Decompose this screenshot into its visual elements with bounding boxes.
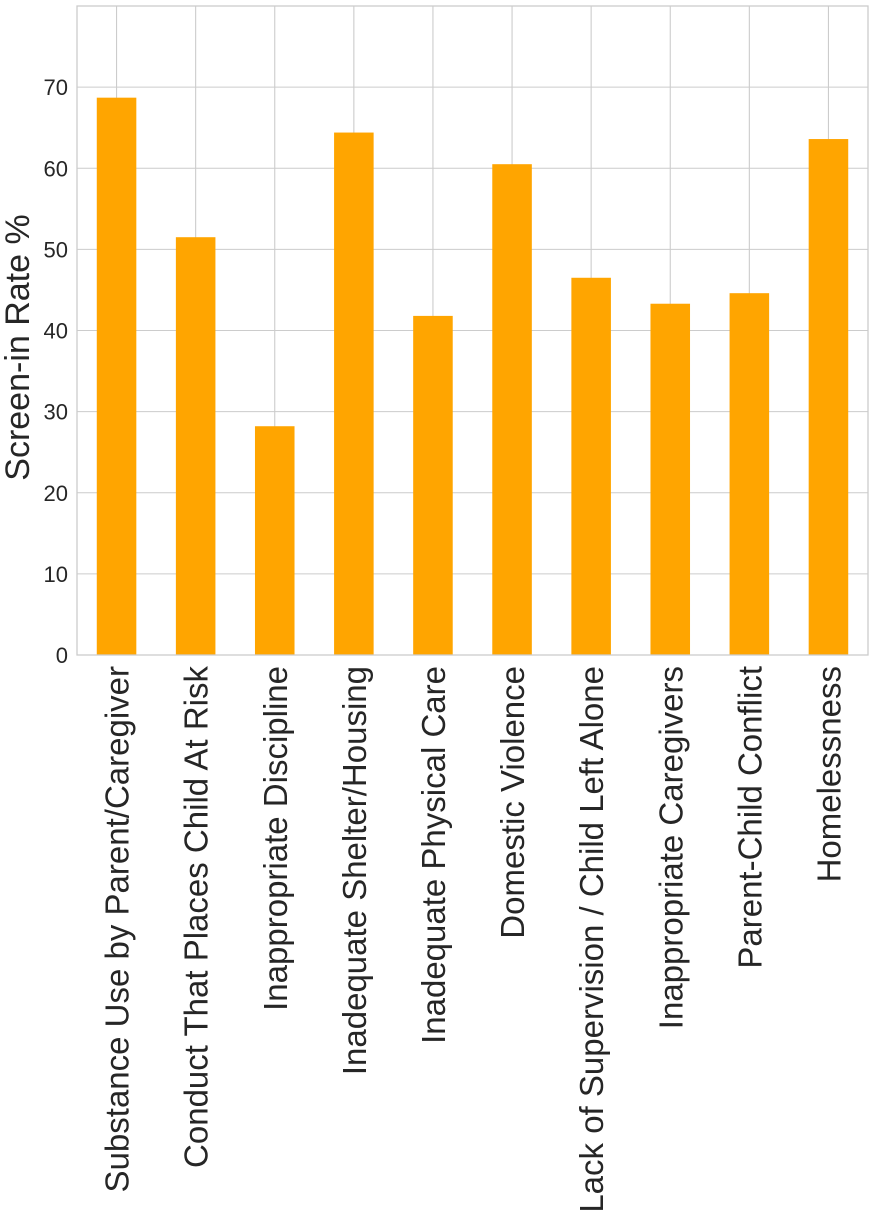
- y-tick-label: 70: [44, 75, 68, 100]
- bar: [175, 237, 216, 656]
- bar: [571, 277, 611, 655]
- y-tick-label: 20: [44, 481, 68, 506]
- x-tick-label: Conduct That Places Child At Risk: [178, 666, 215, 1168]
- x-tick-label: Inappropriate Discipline: [257, 666, 294, 1011]
- x-tick-label: Parent-Child Conflict: [731, 666, 768, 969]
- y-tick-label: 50: [44, 237, 68, 262]
- y-tick-label: 40: [44, 319, 68, 344]
- bar: [808, 139, 849, 656]
- plot-frame: [76, 5, 869, 656]
- tick-labels: 0 10 20 30 40 50 60 70 Substance Use by Parent/C…: [44, 75, 848, 1213]
- x-tick-label: Inadequate Physical Care: [415, 666, 452, 1044]
- bar: [492, 164, 532, 655]
- bar: [334, 132, 374, 655]
- x-tick-label: Homelessness: [810, 666, 847, 882]
- x-tick-label: Lack of Supervision / Child Left Alone: [573, 666, 610, 1213]
- x-tick-label: Inadequate Shelter/Housing: [336, 666, 373, 1075]
- y-axis-label: Screen-in Rate %: [0, 214, 37, 480]
- bars: [96, 97, 849, 656]
- bar: [729, 293, 770, 655]
- bar: [413, 315, 453, 655]
- x-tick-label: Domestic Violence: [494, 666, 531, 939]
- y-tick-label: 30: [44, 400, 68, 425]
- bar: [650, 303, 691, 655]
- y-tick-label: 0: [56, 643, 68, 668]
- bar: [254, 426, 295, 655]
- y-tick-label: 10: [44, 562, 68, 587]
- bar: [96, 97, 137, 655]
- x-tick-label: Inappropriate Caregivers: [652, 666, 689, 1029]
- y-tick-label: 60: [44, 156, 68, 181]
- x-tick-label: Substance Use by Parent/Caregiver: [99, 666, 136, 1192]
